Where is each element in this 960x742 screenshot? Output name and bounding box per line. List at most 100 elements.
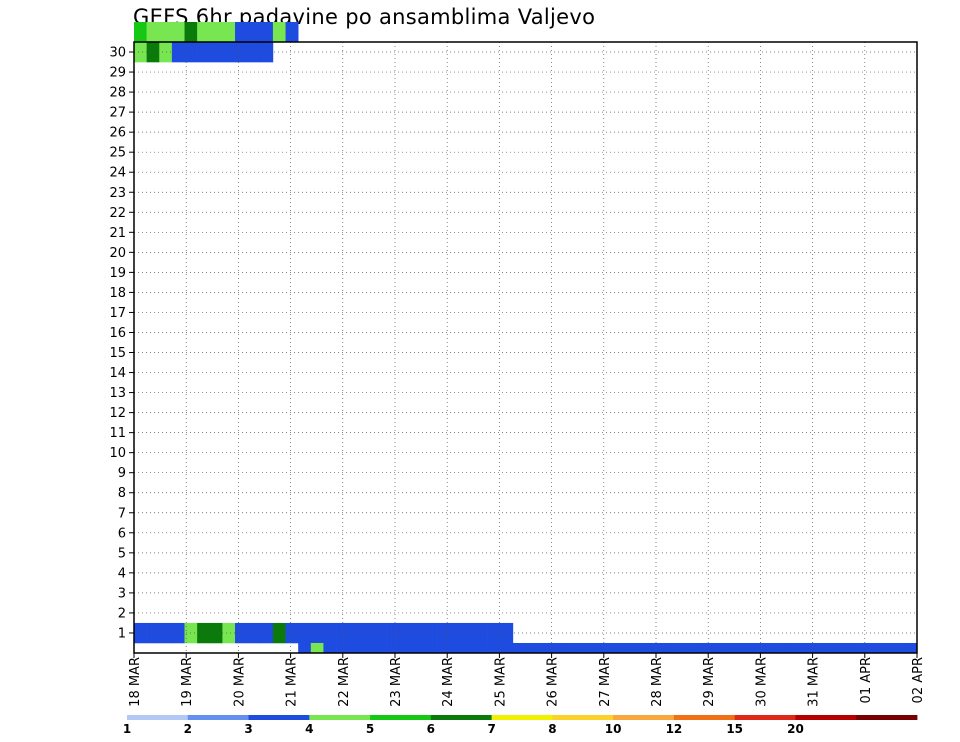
y-tick-label: 4	[118, 566, 126, 581]
colorbar-swatch	[430, 715, 493, 720]
heatmap-cell	[171, 21, 185, 43]
y-tick-label: 25	[109, 146, 126, 161]
y-tick-label: 3	[118, 586, 126, 601]
heatmap-cell	[525, 642, 539, 654]
heatmap-cell	[209, 42, 223, 63]
colorbar-swatch	[734, 715, 796, 720]
y-tick-label: 19	[109, 266, 126, 281]
colorbar-label: 8	[548, 722, 556, 736]
heatmap-cell	[197, 622, 211, 644]
y-tick-label: 9	[118, 466, 126, 481]
heatmap-cell	[639, 642, 653, 654]
heatmap-cell	[411, 642, 425, 654]
colorbar-label: 12	[666, 722, 683, 736]
x-tick-label: 18 MAR	[128, 657, 143, 707]
heatmap-cell	[702, 642, 716, 654]
colorbar-label: 4	[305, 722, 313, 736]
colorbar-label: 15	[726, 722, 743, 736]
heatmap-cell	[677, 642, 690, 654]
heatmap-cell	[588, 642, 602, 654]
heatmap-cell	[272, 21, 286, 43]
heatmap-cell	[184, 21, 198, 43]
heatmap-cell	[449, 642, 463, 654]
heatmap-cell	[841, 642, 855, 654]
heatmap-cell	[879, 642, 893, 654]
heatmap-cell	[500, 642, 514, 654]
y-tick-label: 23	[109, 186, 126, 201]
heatmap-cell	[538, 642, 552, 654]
heatmap-cell	[197, 42, 211, 63]
heatmap-cell	[260, 21, 274, 43]
heatmap-cell	[601, 642, 615, 654]
x-tick-label: 20 MAR	[232, 657, 247, 707]
heatmap-cell	[386, 622, 400, 644]
heatmap-cell	[146, 21, 160, 43]
colorbar-swatch	[370, 715, 432, 720]
y-tick-label: 29	[109, 66, 126, 81]
heatmap-cell	[613, 642, 627, 654]
heatmap-cell	[664, 642, 678, 654]
heatmap-cell	[373, 642, 387, 654]
heatmap-cell	[815, 642, 829, 654]
y-tick-label: 8	[118, 486, 126, 501]
heatmap-cell	[222, 622, 236, 644]
heatmap-cell	[247, 21, 261, 43]
heatmap-cell	[235, 21, 248, 43]
heatmap-cell	[336, 642, 349, 654]
heatmap-cell	[348, 642, 362, 654]
colorbar-swatch	[856, 715, 918, 720]
heatmap-cell	[361, 622, 375, 644]
heatmap-cell	[714, 642, 728, 654]
x-tick-label: 26 MAR	[546, 657, 561, 707]
heatmap-cell	[272, 622, 286, 644]
x-tick-label: 01 APR	[859, 657, 874, 703]
heatmap-cell	[134, 622, 147, 644]
heatmap-cell	[146, 42, 160, 63]
colorbar-swatch	[673, 715, 736, 720]
y-tick-label: 17	[109, 306, 126, 321]
colorbar-swatch	[187, 715, 249, 720]
heatmap-cell	[462, 622, 476, 644]
colorbar-label: 10	[605, 722, 622, 736]
x-axis: 18 MAR 19 MAR 20 MAR 21 MAR 22 MAR 23 MAR 24 M…	[128, 653, 926, 707]
x-tick-label: 25 MAR	[493, 657, 508, 707]
heatmap-cell	[550, 642, 564, 654]
y-tick-label: 13	[109, 386, 126, 401]
heatmap-cell	[298, 642, 312, 654]
y-tick-label: 24	[109, 166, 126, 181]
heatmap-cell	[474, 642, 488, 654]
heatmap-cell	[891, 642, 905, 654]
heatmap-cell	[399, 642, 413, 654]
x-tick-label: 28 MAR	[650, 657, 665, 707]
colorbar-label: 20	[787, 722, 804, 736]
heatmap-cell	[689, 642, 703, 654]
heatmap-cell	[222, 42, 236, 63]
heatmap-cell	[474, 622, 488, 644]
colorbar-label: 1	[123, 722, 131, 736]
heatmap-cell	[752, 642, 766, 654]
heatmap-cell	[399, 622, 413, 644]
heatmap-cell	[235, 42, 248, 63]
heatmap-cell	[563, 642, 577, 654]
heatmap-cell	[159, 21, 173, 43]
y-tick-label: 21	[109, 226, 126, 241]
heatmap-cell	[765, 642, 779, 654]
heatmap-cell	[386, 642, 400, 654]
x-tick-label: 24 MAR	[441, 657, 456, 707]
x-tick-label: 21 MAR	[285, 657, 300, 707]
heatmap-cell	[209, 622, 223, 644]
heatmap-cell	[285, 21, 299, 43]
heatmap-cell	[197, 21, 211, 43]
y-tick-label: 7	[118, 506, 126, 521]
heatmap-cell	[134, 42, 147, 63]
heatmap-cells	[134, 21, 918, 654]
y-tick-label: 6	[118, 526, 126, 541]
heatmap-cell	[323, 642, 337, 654]
y-tick-label: 12	[109, 406, 126, 421]
y-tick-label: 28	[109, 86, 126, 101]
heatmap-cell	[209, 21, 223, 43]
heatmap-cell	[159, 42, 173, 63]
heatmap-cell	[222, 21, 236, 43]
y-tick-label: 16	[109, 326, 126, 341]
